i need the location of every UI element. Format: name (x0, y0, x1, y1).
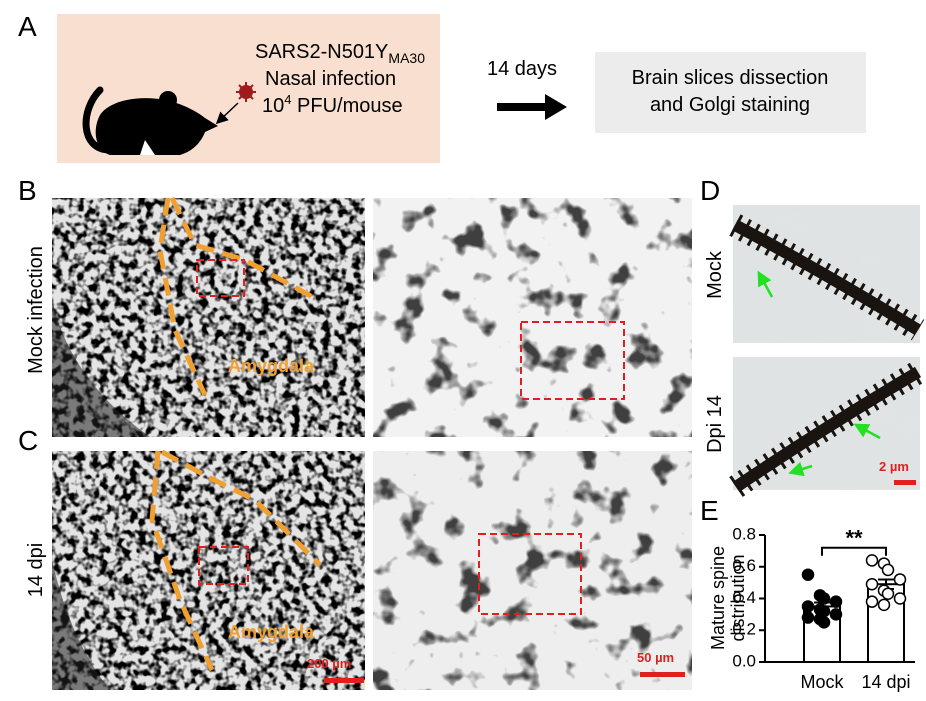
data-point (867, 579, 878, 590)
interval: 14 days (487, 58, 557, 80)
dendrite-mock (733, 205, 920, 343)
data-point (803, 612, 814, 623)
data-point (883, 564, 894, 575)
y-tick-label: 0.8 (732, 524, 756, 543)
route: Nasal infection (265, 68, 396, 90)
dose-unit: PFU/mouse (291, 95, 402, 117)
micrograph-high (373, 198, 692, 437)
scale-label: 50 µm (637, 650, 674, 665)
procedure-line: and Golgi staining (650, 94, 810, 116)
micrograph-low: Amygdala 200 µm (52, 451, 365, 690)
data-point (867, 555, 878, 566)
region-label: Amygdala (228, 356, 315, 376)
condition-label: Mock (704, 250, 726, 299)
scale-bar (324, 678, 364, 683)
y-axis-label: Mature spine (708, 546, 728, 650)
dose-exponent: 4 (284, 92, 291, 107)
data-point (883, 588, 894, 599)
figure: A SARS2-N501YMA30 Nasal infection 104 PF… (0, 0, 926, 701)
panel-label: B (18, 175, 37, 206)
panel-label: C (18, 425, 38, 456)
dendrite-dpi14: 2 µm (733, 357, 920, 490)
scale-label: 200 µm (307, 656, 351, 671)
x-tick-label: 14 dpi (861, 672, 910, 692)
condition-label: Dpi 14 (704, 395, 726, 453)
data-point (819, 617, 830, 628)
time-arrow (497, 94, 567, 120)
panel-label: E (700, 495, 719, 526)
data-point (831, 596, 842, 607)
data-point (803, 601, 814, 612)
data-point (831, 609, 842, 620)
data-point (879, 599, 890, 610)
data-point (895, 574, 906, 585)
significance-label: ** (845, 526, 863, 551)
condition-label: Mock infection (25, 246, 47, 374)
procedure-line: Brain slices dissection (632, 67, 829, 89)
x-tick-label: Mock (800, 672, 844, 692)
data-point (819, 593, 830, 604)
data-point (895, 593, 906, 604)
data-point (867, 596, 878, 607)
panel-label: D (700, 175, 720, 206)
y-axis-label: distribution (728, 554, 748, 641)
virus-icon (236, 82, 256, 102)
virus-subscript: MA30 (388, 50, 425, 66)
virus: SARS2-N501Y (255, 41, 388, 63)
scale-bar (640, 672, 685, 677)
panel-label: A (18, 11, 37, 42)
micrograph-high: 50 µm (373, 451, 692, 690)
dose-base: 10 (262, 95, 284, 117)
data-point (803, 569, 814, 580)
y-tick-label: 0.0 (732, 651, 756, 670)
procedure-box (595, 52, 866, 133)
dose: 104 PFU/mouse (262, 92, 403, 117)
scale-label: 2 µm (879, 459, 909, 474)
condition-label: 14 dpi (25, 543, 47, 598)
scale-bar (894, 480, 916, 485)
micrograph-low: Amygdala (52, 198, 365, 437)
region-label: Amygdala (228, 622, 315, 642)
